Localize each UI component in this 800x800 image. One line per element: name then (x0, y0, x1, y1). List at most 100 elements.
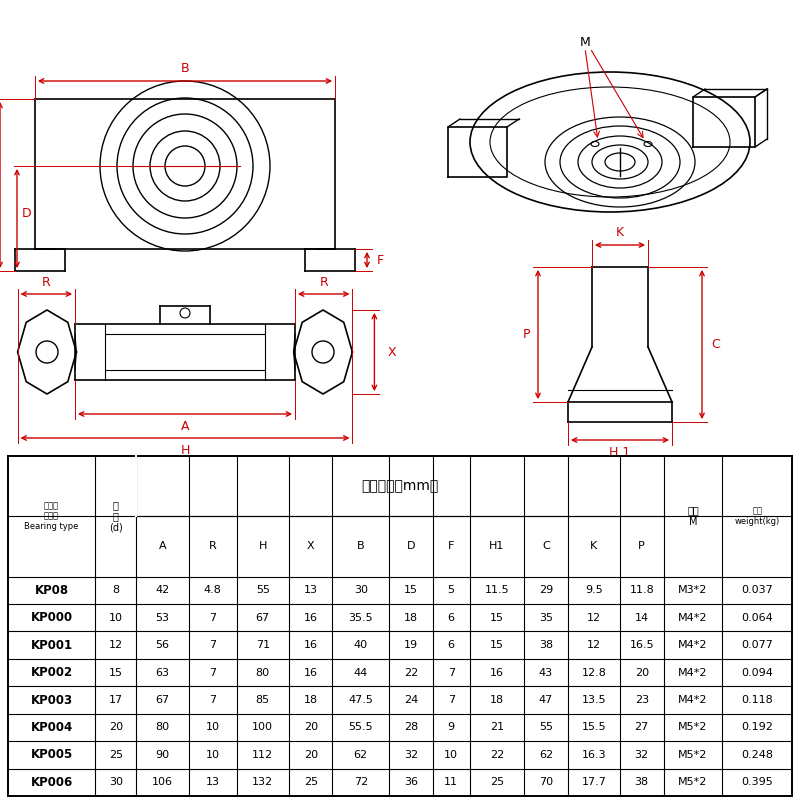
Text: 18: 18 (304, 695, 318, 705)
Text: D: D (406, 542, 415, 551)
Text: 8: 8 (112, 586, 119, 595)
Text: 55: 55 (256, 586, 270, 595)
Text: X: X (387, 346, 396, 358)
Text: 0.064: 0.064 (742, 613, 773, 622)
Text: 20: 20 (304, 750, 318, 760)
Text: 17: 17 (109, 695, 123, 705)
Text: 0.094: 0.094 (742, 668, 773, 678)
Text: KP08: KP08 (34, 584, 69, 597)
Text: 16: 16 (304, 668, 318, 678)
Text: P: P (522, 328, 530, 341)
Text: 16.5: 16.5 (630, 640, 654, 650)
Text: 12: 12 (586, 613, 601, 622)
Text: 13: 13 (206, 778, 220, 787)
Text: 18: 18 (404, 613, 418, 622)
Text: 20: 20 (304, 722, 318, 733)
Text: 外形尺寸（mm）: 外形尺寸（mm） (362, 479, 438, 493)
Text: 15: 15 (109, 668, 123, 678)
Text: KP005: KP005 (30, 748, 73, 762)
Text: 10: 10 (206, 722, 220, 733)
Text: 12: 12 (586, 640, 601, 650)
Text: 0.118: 0.118 (742, 695, 773, 705)
Text: 12: 12 (109, 640, 123, 650)
Text: H 1: H 1 (610, 446, 630, 458)
Text: 带座轴
承型号
Bearing type: 带座轴 承型号 Bearing type (24, 502, 78, 531)
Text: M4*2: M4*2 (678, 640, 708, 650)
Text: 38: 38 (539, 640, 553, 650)
Text: 0.248: 0.248 (741, 750, 773, 760)
Text: 7: 7 (209, 668, 216, 678)
Text: 55.5: 55.5 (349, 722, 373, 733)
Text: 47: 47 (538, 695, 553, 705)
Text: 62: 62 (354, 750, 368, 760)
Text: H1: H1 (490, 542, 505, 551)
Text: 62: 62 (539, 750, 553, 760)
Text: 6: 6 (448, 640, 454, 650)
Text: 16: 16 (304, 613, 318, 622)
Text: H: H (180, 443, 190, 457)
Text: 112: 112 (252, 750, 274, 760)
Text: D: D (22, 207, 32, 220)
Text: 7: 7 (448, 668, 454, 678)
Text: 15: 15 (490, 640, 504, 650)
Text: C: C (542, 542, 550, 551)
Text: 30: 30 (109, 778, 123, 787)
Text: 71: 71 (256, 640, 270, 650)
Text: 28: 28 (404, 722, 418, 733)
Text: 12.8: 12.8 (582, 668, 606, 678)
Text: M5*2: M5*2 (678, 750, 707, 760)
Text: 15: 15 (404, 586, 418, 595)
Text: M4*2: M4*2 (678, 613, 708, 622)
Text: 35.5: 35.5 (349, 613, 373, 622)
Text: 44: 44 (354, 668, 368, 678)
Text: 16.3: 16.3 (582, 750, 606, 760)
Text: H: H (258, 542, 267, 551)
Text: P: P (638, 542, 645, 551)
Text: A: A (181, 419, 190, 433)
Text: X: X (307, 542, 314, 551)
Text: 72: 72 (354, 778, 368, 787)
Text: K: K (590, 542, 598, 551)
Text: 7: 7 (209, 695, 216, 705)
Text: 22: 22 (404, 668, 418, 678)
Text: 7: 7 (209, 640, 216, 650)
Text: 38: 38 (634, 778, 649, 787)
Text: 21: 21 (490, 722, 504, 733)
Text: 132: 132 (252, 778, 274, 787)
Text: 5: 5 (448, 586, 454, 595)
Text: 24: 24 (404, 695, 418, 705)
Text: 11: 11 (444, 778, 458, 787)
Text: 25: 25 (304, 778, 318, 787)
Text: 27: 27 (634, 722, 649, 733)
Text: 23: 23 (634, 695, 649, 705)
Text: KP001: KP001 (30, 638, 73, 652)
Text: 36: 36 (404, 778, 418, 787)
Text: KP006: KP006 (30, 776, 73, 789)
Text: 47.5: 47.5 (348, 695, 374, 705)
Text: 19: 19 (404, 640, 418, 650)
Text: 17.7: 17.7 (582, 778, 606, 787)
Text: 70: 70 (539, 778, 553, 787)
Text: M5*2: M5*2 (678, 778, 707, 787)
Text: M3*2: M3*2 (678, 586, 707, 595)
Text: R: R (42, 275, 50, 289)
Text: 10: 10 (206, 750, 220, 760)
Text: 56: 56 (156, 640, 170, 650)
Text: M5*2: M5*2 (678, 722, 707, 733)
Text: 20: 20 (109, 722, 123, 733)
Text: KP003: KP003 (30, 694, 73, 706)
Text: 14: 14 (634, 613, 649, 622)
Text: 0.192: 0.192 (742, 722, 773, 733)
Text: 25: 25 (109, 750, 123, 760)
Text: 0.395: 0.395 (742, 778, 773, 787)
Text: 10: 10 (109, 613, 123, 622)
Text: 16: 16 (304, 640, 318, 650)
Text: 11.8: 11.8 (630, 586, 654, 595)
Text: 10: 10 (444, 750, 458, 760)
Text: 0.077: 0.077 (742, 640, 773, 650)
Text: 25: 25 (490, 778, 504, 787)
Text: 13.5: 13.5 (582, 695, 606, 705)
Text: A: A (159, 542, 166, 551)
Text: 7: 7 (209, 613, 216, 622)
Text: 100: 100 (252, 722, 274, 733)
